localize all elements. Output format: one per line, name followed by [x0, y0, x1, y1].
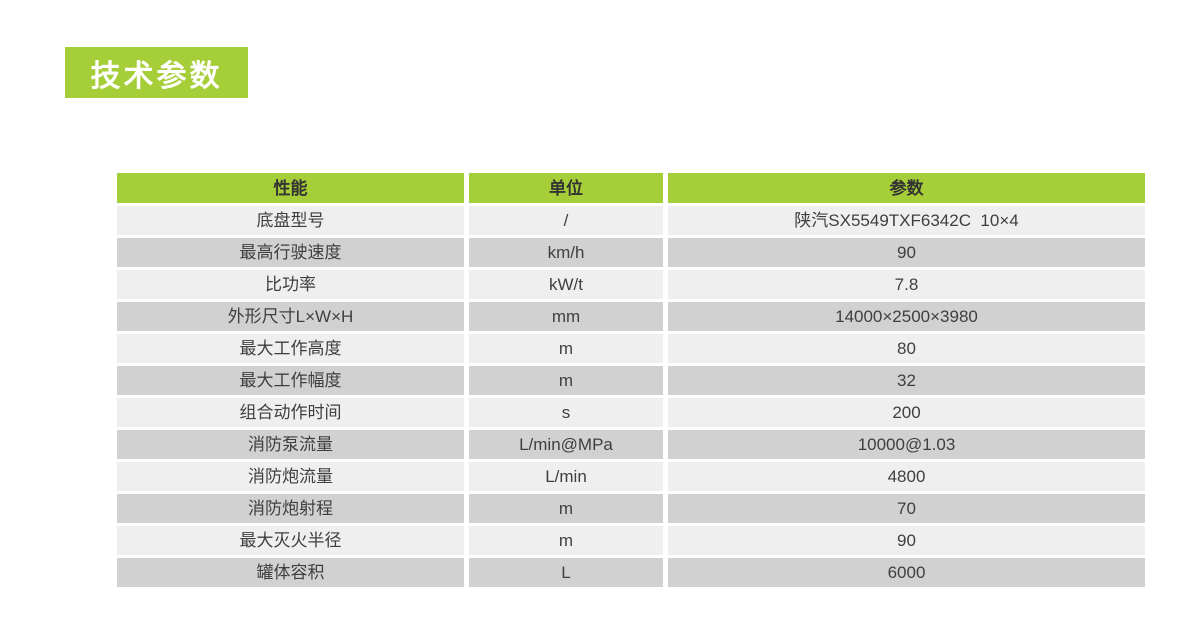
- row-value-cell: 陕汽SX5549TXF6342C 10×4: [668, 206, 1145, 235]
- row-performance-cell: 底盘型号: [117, 206, 464, 235]
- row-value-cell: 32: [668, 366, 1145, 395]
- column-header-performance: 性能: [117, 173, 464, 203]
- row-performance-cell: 最大工作幅度: [117, 366, 464, 395]
- spec-table: 性能 单位 参数 底盘型号 / 陕汽SX5549TXF6342C 10×4 最高行驶速…: [117, 173, 1145, 587]
- column-header-unit: 单位: [469, 173, 663, 203]
- row-unit-cell: L/min: [469, 462, 663, 491]
- row-value-cell: 90: [668, 526, 1145, 555]
- row-value-cell: 70: [668, 494, 1145, 523]
- row-value-cell: 4800: [668, 462, 1145, 491]
- row-performance-cell: 比功率: [117, 270, 464, 299]
- row-unit-cell: m: [469, 494, 663, 523]
- row-unit-cell: m: [469, 526, 663, 555]
- row-unit-cell: L/min@MPa: [469, 430, 663, 459]
- row-unit-cell: /: [469, 206, 663, 235]
- row-value-cell: 10000@1.03: [668, 430, 1145, 459]
- row-value-cell: 7.8: [668, 270, 1145, 299]
- row-performance-cell: 组合动作时间: [117, 398, 464, 427]
- row-performance-cell: 外形尺寸L×W×H: [117, 302, 464, 331]
- row-unit-cell: s: [469, 398, 663, 427]
- row-value-cell: 80: [668, 334, 1145, 363]
- row-unit-cell: m: [469, 366, 663, 395]
- row-performance-cell: 最高行驶速度: [117, 238, 464, 267]
- row-performance-cell: 消防泵流量: [117, 430, 464, 459]
- page-title: 技术参数: [65, 47, 248, 98]
- row-value-cell: 14000×2500×3980: [668, 302, 1145, 331]
- column-header-parameter: 参数: [668, 173, 1145, 203]
- row-value-cell: 6000: [668, 558, 1145, 587]
- row-performance-cell: 罐体容积: [117, 558, 464, 587]
- row-value-cell: 90: [668, 238, 1145, 267]
- row-performance-cell: 最大工作高度: [117, 334, 464, 363]
- row-value-cell: 200: [668, 398, 1145, 427]
- row-unit-cell: km/h: [469, 238, 663, 267]
- page-title-label: 技术参数: [90, 59, 223, 93]
- row-performance-cell: 消防炮流量: [117, 462, 464, 491]
- row-unit-cell: m: [469, 334, 663, 363]
- row-performance-cell: 消防炮射程: [117, 494, 464, 523]
- row-performance-cell: 最大灭火半径: [117, 526, 464, 555]
- row-unit-cell: kW/t: [469, 270, 663, 299]
- row-unit-cell: mm: [469, 302, 663, 331]
- row-unit-cell: L: [469, 558, 663, 587]
